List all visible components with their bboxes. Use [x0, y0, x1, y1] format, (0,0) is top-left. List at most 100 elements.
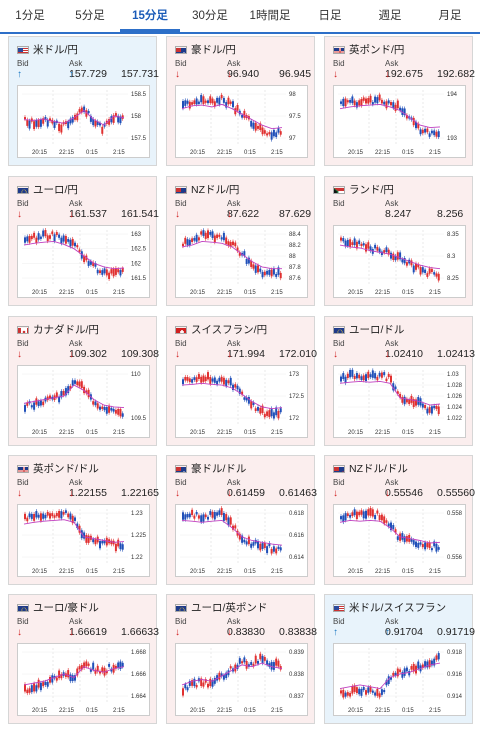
candle-body	[209, 96, 212, 103]
rate-card[interactable]: NZドル/円 Bid Ask ↓ 87.622↓ 87.629 88.4 88.2 88 87.8…	[166, 176, 315, 306]
mini-chart[interactable]: 88.4 88.2 88 87.8 87.6 20:15 22:15 0:15 2:15	[175, 225, 308, 298]
candle-body	[193, 678, 196, 687]
tab-0[interactable]: 1分足	[15, 10, 45, 22]
rate-card[interactable]: ユーロ/豪ドル Bid Ask ↓ 1.66619↓ 1.66633 1.668 1.666 1…	[8, 594, 159, 724]
mini-chart[interactable]: 163 162.5 162 161.5 20:15 22:15 0:15 2:15	[17, 225, 150, 298]
mini-chart[interactable]: 1.03 1.028 1.026 1.024 1.022 20:15 22:15 0:15 2:…	[333, 365, 466, 438]
rate-card[interactable]: 米ドル/円 Bid Ask ↑ 157.729↑ 157.731 158.5 158 157.5…	[8, 36, 159, 166]
tab-3[interactable]: 30分足	[192, 10, 228, 22]
candle-body	[424, 661, 427, 668]
mini-chart[interactable]: 194 193 20:15 22:15 0:15 2:15	[333, 85, 466, 158]
rate-card[interactable]: スイスフラン/円 Bid Ask ↓ 171.994↓ 172.010 173 172.5 17…	[166, 316, 317, 446]
candle-body	[358, 374, 361, 379]
pair-title[interactable]: NZドル/円	[175, 182, 239, 197]
y-tick-label: 161.5	[131, 276, 147, 282]
flag-icon	[333, 45, 345, 54]
mini-chart[interactable]: 0.618 0.616 0.614 20:15 22:15 0:15 2:15	[175, 504, 308, 577]
candle-body	[369, 246, 372, 252]
rate-card[interactable]: ランド/円 Bid Ask 8.247 8.256 8.35 8.3 8.25 20:15 22:…	[324, 176, 473, 306]
pair-title[interactable]: カナダドル/円	[17, 322, 99, 337]
candle-body	[275, 273, 278, 277]
mini-chart[interactable]: 8.35 8.3 8.25 20:15 22:15 0:15 2:15	[333, 225, 466, 298]
moving-average-line	[339, 244, 441, 270]
rate-card[interactable]: NZドル/ドル Bid Ask ↓ 0.55546↓ 0.55560 0.558 0.556 2…	[324, 455, 475, 585]
candle-body	[202, 514, 205, 522]
pair-title[interactable]: ランド/円	[333, 182, 394, 197]
pair-title[interactable]: ユーロ/円	[17, 182, 78, 197]
tab-1[interactable]: 5分足	[75, 10, 105, 22]
bid-label: Bid	[17, 59, 29, 68]
candle-body	[218, 672, 221, 680]
candle-body	[383, 372, 386, 376]
mini-chart[interactable]: 0.918 0.916 0.914 20:15 22:15 0:15 2:15	[333, 643, 466, 716]
pair-title[interactable]: ユーロ/英ポンド	[175, 600, 267, 615]
candle-body	[99, 270, 101, 274]
rate-card[interactable]: ユーロ/円 Bid Ask ↓ 161.537↓ 161.541 163 162.5 162 16…	[8, 176, 159, 306]
rate-card[interactable]: カナダドル/円 Bid Ask ↓ 109.302↓ 109.308 110 109.5 20:…	[8, 316, 159, 446]
direction-arrow-icon: ↓	[227, 488, 232, 499]
pair-title[interactable]: ユーロ/ドル	[333, 322, 404, 337]
candle-body	[24, 117, 26, 120]
direction-arrow-icon: ↓	[227, 69, 232, 80]
ask-price: ↑ 0.91719	[385, 626, 475, 638]
rate-card[interactable]: 英ポンド/円 Bid Ask ↓ 192.675↓ 192.682 194 193 20:15 2…	[324, 36, 475, 166]
pair-name: 豪ドル/ドル	[191, 463, 247, 475]
pair-title[interactable]: 英ポンド/ドル	[17, 461, 99, 476]
rate-card[interactable]: 米ドル/スイスフラン Bid Ask ↑ 0.91704↑ 0.91719 0.918 0.9…	[324, 594, 475, 724]
rate-card[interactable]: ユーロ/英ポンド Bid Ask ↓ 0.83830↓ 0.83838 0.839 0.838…	[166, 594, 317, 724]
mini-chart[interactable]: 1.23 1.225 1.22 20:15 22:15 0:15 2:15	[17, 504, 150, 577]
pair-title[interactable]: 米ドル/円	[17, 42, 78, 57]
candle-body	[365, 690, 367, 695]
tab-6[interactable]: 週足	[378, 10, 402, 22]
pair-title[interactable]: 豪ドル/ドル	[175, 461, 246, 476]
candle-body	[24, 684, 26, 692]
ask-label: Ask	[227, 478, 241, 487]
flag-icon	[175, 325, 187, 334]
pair-title[interactable]: 豪ドル/円	[175, 42, 236, 57]
candle-body	[419, 129, 422, 135]
bid-price: ↓ 0.55546	[333, 487, 423, 499]
candle-body	[49, 235, 51, 239]
rate-card[interactable]: 英ポンド/ドル Bid Ask ↓ 1.22155↓ 1.22165 1.23 1.225 1.…	[8, 455, 159, 585]
candle-body	[69, 239, 72, 247]
pair-title[interactable]: 英ポンド/円	[333, 42, 404, 57]
candle-body	[33, 683, 36, 692]
candle-body	[257, 660, 259, 664]
tab-2[interactable]: 15分足	[120, 0, 180, 32]
pair-title[interactable]: 米ドル/スイスフラン	[333, 600, 446, 615]
mini-chart[interactable]: 1.668 1.666 1.664 20:15 22:15 0:15 2:15	[17, 643, 150, 716]
candle-body	[188, 239, 191, 246]
pair-title[interactable]: ユーロ/豪ドル	[17, 600, 99, 615]
candle-body	[362, 375, 365, 381]
candle-body	[349, 692, 352, 697]
mini-chart[interactable]: 110 109.5 20:15 22:15 0:15 2:15	[17, 365, 150, 438]
rate-card[interactable]: 豪ドル/ドル Bid Ask ↓ 0.61459↓ 0.61463 0.618 0.616 0.…	[166, 455, 317, 585]
candle-body	[222, 377, 225, 385]
candle-body	[114, 543, 117, 552]
rate-card[interactable]: 豪ドル/円 Bid Ask ↓ 96.940↓ 96.945 98 97.5 97 20:15 22…	[166, 36, 315, 166]
rate-card[interactable]: ユーロ/ドル Bid Ask ↓ 1.02410↓ 1.02413 1.03 1.028 1.0…	[324, 316, 475, 446]
pair-title[interactable]: スイスフラン/円	[175, 322, 267, 337]
y-tick-label: 158.5	[131, 92, 147, 98]
candle-body	[415, 399, 417, 406]
moving-average-line	[339, 103, 441, 129]
tab-4[interactable]: 1時間足	[249, 10, 291, 22]
tab-5[interactable]: 日足	[318, 10, 342, 22]
mini-chart[interactable]: 0.558 0.556 20:15 22:15 0:15 2:15	[333, 504, 466, 577]
candle-body	[371, 690, 374, 693]
tab-7[interactable]: 月足	[438, 10, 462, 22]
candle-body	[44, 514, 47, 519]
mini-chart[interactable]: 173 172.5 172 20:15 22:15 0:15 2:15	[175, 365, 308, 438]
candle-body	[435, 655, 438, 660]
mini-chart[interactable]: 0.839 0.838 0.837 20:15 22:15 0:15 2:15	[175, 643, 308, 716]
mini-chart[interactable]: 158.5 158 157.5 20:15 22:15 0:15 2:15	[17, 85, 150, 158]
candle-body	[37, 233, 40, 240]
candle-body	[96, 121, 99, 125]
candle-body	[87, 663, 90, 666]
pair-title[interactable]: NZドル/ドル	[333, 461, 408, 476]
candle-body	[204, 679, 207, 683]
candle-body	[184, 376, 187, 381]
pair-name: ユーロ/ドル	[349, 324, 405, 336]
mini-chart[interactable]: 98 97.5 97 20:15 22:15 0:15 2:15	[175, 85, 308, 158]
candle-body	[405, 667, 408, 672]
